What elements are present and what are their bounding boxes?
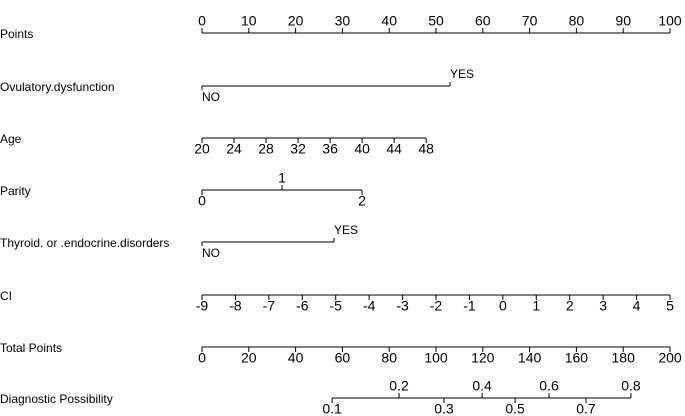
row-label: Parity bbox=[0, 184, 31, 198]
tick-label: 20 bbox=[241, 350, 257, 366]
tick-label: 80 bbox=[381, 350, 397, 366]
tick-label: 0 bbox=[198, 13, 206, 29]
tick-label: -5 bbox=[329, 298, 342, 314]
tick-label: 48 bbox=[418, 141, 434, 157]
tick-label: 0 bbox=[499, 298, 507, 314]
tick-label: 140 bbox=[518, 350, 542, 366]
tick-label: 200 bbox=[658, 350, 682, 366]
tick-label: 0 bbox=[198, 350, 206, 366]
tick-label: 0.4 bbox=[472, 378, 492, 394]
tick-label: 50 bbox=[428, 13, 444, 29]
tick-label: 30 bbox=[335, 13, 351, 29]
tick-label: 20 bbox=[194, 141, 210, 157]
tick-label: 60 bbox=[475, 13, 491, 29]
tick-label: -4 bbox=[363, 298, 376, 314]
tick-label: -9 bbox=[196, 298, 209, 314]
row-label: Ovulatory.dysfunction bbox=[0, 80, 115, 94]
tick-label: -7 bbox=[263, 298, 276, 314]
tick-label: 1 bbox=[278, 170, 286, 186]
category-label: YES bbox=[450, 67, 474, 81]
tick-label: 100 bbox=[424, 350, 448, 366]
tick-label: 0.6 bbox=[539, 378, 559, 394]
tick-label: 24 bbox=[226, 141, 242, 157]
row-label: CI bbox=[0, 289, 12, 303]
tick-label: 20 bbox=[288, 13, 304, 29]
tick-label: -3 bbox=[396, 298, 409, 314]
tick-label: 90 bbox=[615, 13, 631, 29]
row-label: Age bbox=[0, 132, 22, 146]
tick-label: 160 bbox=[565, 350, 589, 366]
tick-label: -1 bbox=[463, 298, 476, 314]
category-label: NO bbox=[202, 246, 220, 260]
tick-label: 120 bbox=[471, 350, 495, 366]
tick-label: 10 bbox=[241, 13, 257, 29]
row-label: Points bbox=[0, 27, 33, 41]
tick-label: 70 bbox=[522, 13, 538, 29]
tick-label: 2 bbox=[566, 298, 574, 314]
tick-label: 36 bbox=[322, 141, 338, 157]
tick-label: 32 bbox=[290, 141, 306, 157]
tick-label: 0.7 bbox=[576, 401, 596, 416]
tick-label: 180 bbox=[612, 350, 636, 366]
tick-label: -2 bbox=[430, 298, 443, 314]
tick-label: 28 bbox=[258, 141, 274, 157]
category-label: YES bbox=[334, 223, 358, 237]
tick-label: 3 bbox=[599, 298, 607, 314]
tick-label: 0.1 bbox=[322, 401, 342, 416]
tick-label: 40 bbox=[354, 141, 370, 157]
tick-label: -8 bbox=[229, 298, 242, 314]
tick-label: 60 bbox=[335, 350, 351, 366]
row-label: Total Points bbox=[0, 341, 62, 355]
tick-label: 0.3 bbox=[434, 401, 454, 416]
tick-label: 2 bbox=[358, 193, 366, 209]
tick-label: 0.8 bbox=[621, 378, 641, 394]
row-label: Diagnostic Possibility bbox=[0, 392, 113, 406]
tick-label: 44 bbox=[386, 141, 402, 157]
tick-label: 80 bbox=[569, 13, 585, 29]
tick-label: 0 bbox=[198, 193, 206, 209]
tick-label: 4 bbox=[633, 298, 641, 314]
tick-label: 0.5 bbox=[505, 401, 525, 416]
tick-label: 0.2 bbox=[389, 378, 409, 394]
tick-label: 5 bbox=[666, 298, 674, 314]
tick-label: 1 bbox=[532, 298, 540, 314]
row-label: Thyroid. or .endocrine.disorders bbox=[0, 236, 169, 250]
category-label: NO bbox=[202, 90, 220, 104]
tick-label: 40 bbox=[381, 13, 397, 29]
tick-label: 100 bbox=[658, 13, 682, 29]
tick-label: -6 bbox=[296, 298, 309, 314]
tick-label: 40 bbox=[288, 350, 304, 366]
